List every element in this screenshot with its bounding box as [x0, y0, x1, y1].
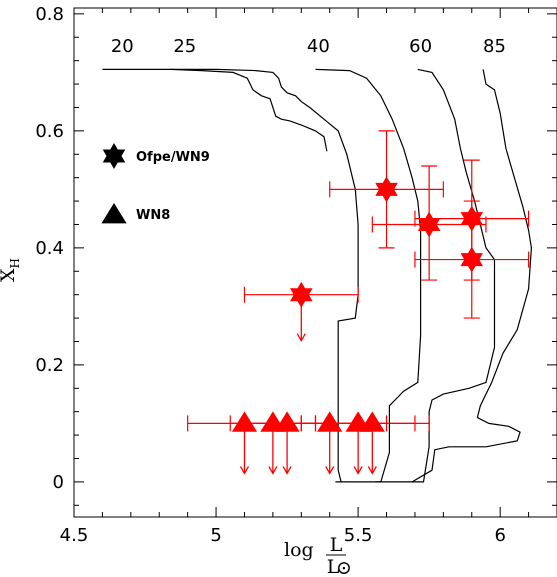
- y-tick-label: 0.8: [35, 4, 64, 25]
- star-marker: [290, 281, 313, 308]
- legend-entry: WN8: [101, 203, 170, 224]
- y-tick-label: 0.2: [35, 355, 64, 376]
- legend-label: Ofpe/WN9: [136, 150, 210, 165]
- x-tick-label: 5.5: [344, 525, 373, 546]
- arrow-head: [353, 466, 363, 475]
- y-tick-label: 0.6: [35, 121, 64, 142]
- star-half: [290, 288, 313, 308]
- x-axis-label-denominator: L: [327, 556, 340, 577]
- evolution-tracks: [102, 68, 533, 483]
- x-axis-label-prefix: log: [284, 539, 314, 561]
- track-label-25: 25: [173, 36, 196, 57]
- data-point: [329, 130, 444, 249]
- axis-titles: XH log L L ⊙: [0, 258, 352, 577]
- data-point: [414, 200, 530, 319]
- star-half: [102, 149, 126, 169]
- arrow-head: [268, 466, 278, 475]
- y-axis-label-main: X: [0, 268, 19, 282]
- arrow-head: [282, 466, 292, 475]
- x-axis-label-numerator: L: [330, 534, 343, 556]
- legend-star-marker: [102, 143, 126, 169]
- x-tick-label: 6: [494, 525, 505, 546]
- x-tick-label: 4.5: [60, 525, 89, 546]
- track-mass-labels: 20 25 40 60 85: [111, 36, 506, 57]
- arrow-head: [367, 466, 377, 475]
- triangle-marker: [317, 411, 343, 432]
- track-20-msun: [102, 68, 328, 152]
- x-tick-label: 5: [210, 525, 221, 546]
- x-axis-label-sun-symbol: ⊙: [336, 557, 352, 577]
- data-point: [272, 411, 388, 475]
- y-tick-label: 0: [53, 472, 64, 493]
- y-tick-label: 0.4: [35, 238, 64, 259]
- arrow-head: [296, 333, 306, 342]
- data-point: [314, 411, 430, 475]
- star-half: [375, 182, 398, 203]
- data-point: [243, 281, 359, 342]
- star-marker: [460, 246, 483, 273]
- star-half: [417, 218, 441, 238]
- axis-ticks: 4.5 5 5.5 600.20.40.60.8: [35, 4, 557, 546]
- triangle-marker: [359, 411, 385, 432]
- y-axis-label: XH: [0, 258, 22, 282]
- data-points: [187, 130, 530, 475]
- track-25-msun: [170, 68, 359, 483]
- track-label-40: 40: [307, 36, 330, 57]
- data-point: [300, 411, 416, 475]
- star-marker: [417, 211, 441, 238]
- arrow-head: [325, 466, 335, 475]
- track-label-60: 60: [409, 36, 432, 57]
- star-half: [460, 253, 483, 273]
- triangle-marker: [274, 411, 300, 432]
- legend-label: WN8: [136, 208, 170, 223]
- legend-entry: Ofpe/WN9: [102, 143, 210, 169]
- track-label-20: 20: [111, 36, 134, 57]
- star-marker: [375, 176, 398, 203]
- plot-frame: [73, 7, 557, 518]
- arrow-head: [239, 466, 250, 475]
- y-axis-label-sub: H: [8, 258, 22, 268]
- track-85-msun: [411, 69, 533, 483]
- legend: Ofpe/WN9 WN8: [101, 143, 210, 224]
- track-label-85: 85: [483, 36, 506, 57]
- legend-triangle-marker: [101, 203, 127, 224]
- data-point: [243, 411, 331, 475]
